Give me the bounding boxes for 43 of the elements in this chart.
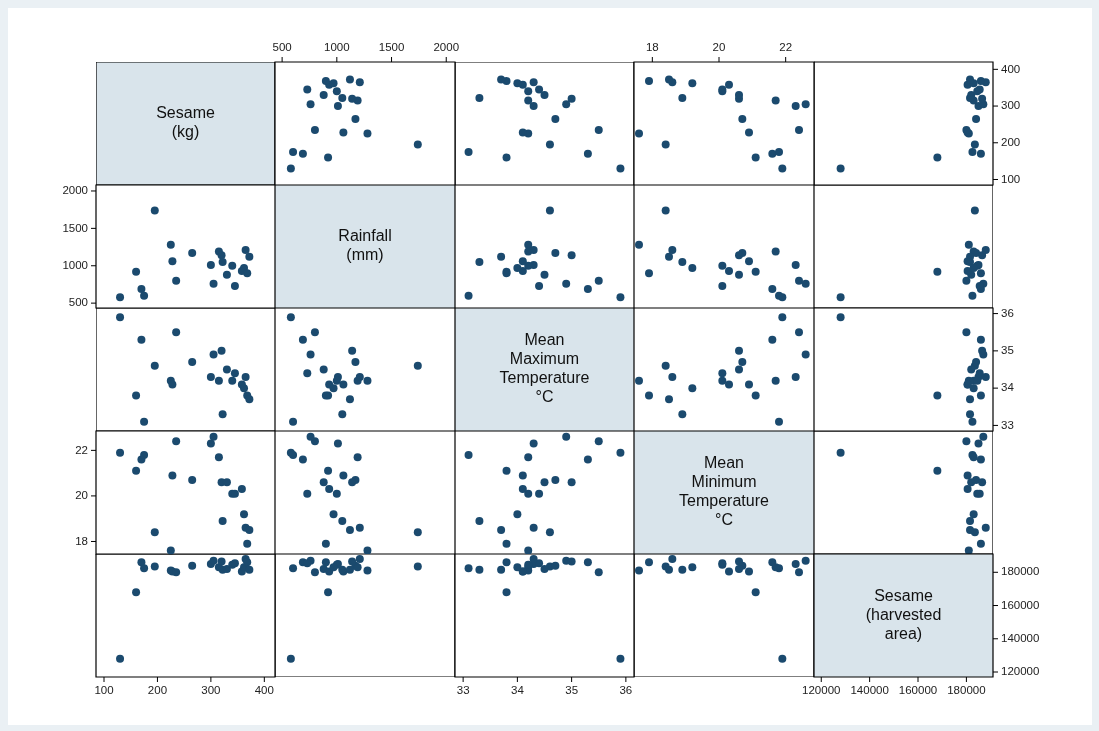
x-tick-label: 22 [779, 41, 793, 54]
x-tick-label: 160000 [898, 683, 938, 696]
y-tick-label: 200 [1001, 135, 1021, 148]
y-tick-label: 18 [75, 534, 88, 547]
text: Sesame (kg) [156, 104, 215, 141]
y-tick-label: 500 [68, 296, 88, 309]
y-tick-label: 100 [1001, 172, 1021, 185]
x-tick-label: 400 [254, 683, 274, 696]
x-tick-label: 20 [712, 41, 726, 54]
x-tick-label: 1000 [324, 41, 350, 54]
y-tick-label: 33 [1001, 418, 1014, 431]
y-tick-label: 34 [1001, 381, 1015, 394]
y-tick-label: 20 [75, 489, 88, 502]
y-tick-label: 35 [1001, 344, 1014, 357]
y-tick-label: 1500 [62, 221, 88, 234]
text: Rainfall (mm) [338, 227, 392, 264]
x-tick-label: 35 [565, 683, 579, 696]
y-tick-label: 36 [1001, 306, 1014, 319]
x-tick-label: 36 [619, 683, 633, 696]
y-tick-label: 400 [1001, 62, 1021, 75]
x-tick-label: 200 [147, 683, 168, 696]
y-tick-label: 300 [1001, 99, 1021, 112]
text: Mean Maximum Temperature °C [499, 331, 590, 406]
x-tick-label: 18 [645, 41, 659, 54]
x-tick-label: 140000 [850, 683, 889, 696]
x-tick-label: 100 [94, 683, 114, 696]
y-tick-label: 2000 [62, 184, 88, 197]
x-tick-label: 120000 [802, 683, 841, 696]
y-tick-label: 22 [75, 443, 88, 456]
y-tick-label: 140000 [1001, 631, 1040, 644]
x-tick-label: 500 [272, 41, 292, 54]
text: Mean Minimum Temperature °C [679, 454, 770, 529]
x-tick-label: 1500 [378, 41, 405, 54]
y-tick-label: 120000 [1001, 665, 1040, 678]
x-tick-label: 34 [510, 683, 525, 696]
y-tick-label: 1000 [62, 258, 88, 271]
x-tick-label: 180000 [947, 683, 986, 696]
x-tick-label: 300 [201, 683, 221, 696]
y-tick-label: 160000 [1001, 598, 1040, 611]
x-tick-label: 33 [456, 683, 470, 696]
text: Sesame (harvested area) [865, 586, 942, 642]
x-tick-label: 2000 [433, 41, 460, 54]
y-tick-label: 180000 [1001, 565, 1040, 578]
